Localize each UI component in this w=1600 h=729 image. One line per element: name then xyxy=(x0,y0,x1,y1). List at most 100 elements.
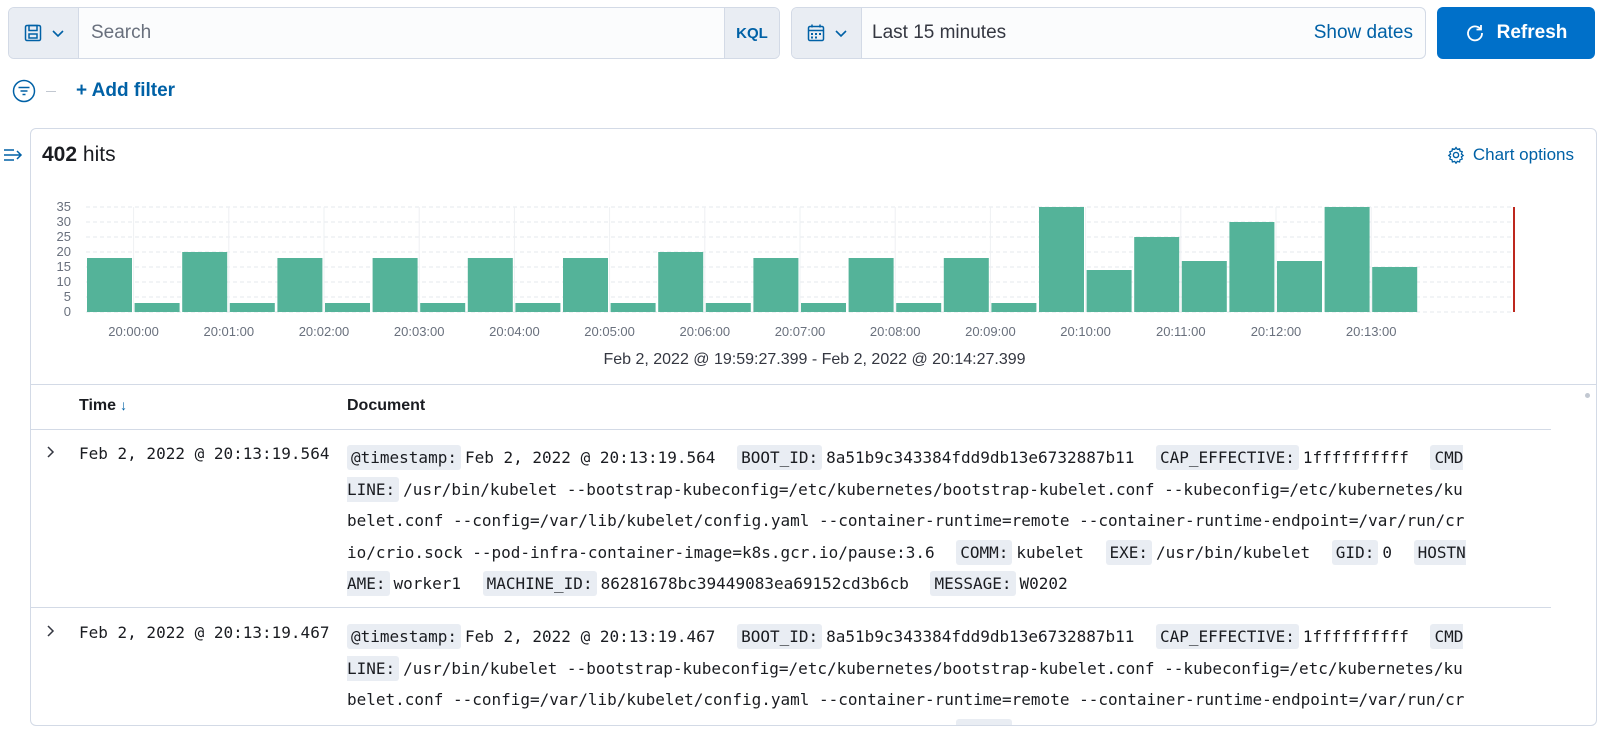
table-header: Time ↓ Document xyxy=(31,384,1551,430)
column-header-time[interactable]: Time ↓ xyxy=(79,397,127,415)
filter-icon[interactable] xyxy=(12,79,36,103)
refresh-icon xyxy=(1466,25,1483,42)
field-value: /usr/bin/kubelet --bootstrap-kubeconfig=… xyxy=(347,658,1465,726)
column-header-document: Document xyxy=(347,397,426,414)
histogram-bar xyxy=(87,258,132,312)
filter-divider xyxy=(46,90,56,92)
add-filter-button[interactable]: + Add filter xyxy=(76,80,176,101)
chart-options-button[interactable]: Chart options xyxy=(1447,145,1574,165)
document-field: CAP_EFFECTIVE: 1ffffffffff xyxy=(1156,624,1409,649)
expand-row-icon[interactable] xyxy=(43,444,59,460)
histogram-bar xyxy=(1039,207,1084,312)
time-range-display[interactable]: Last 15 minutes xyxy=(872,22,1007,43)
histogram-bar xyxy=(515,303,561,312)
document-field: GID: 0 xyxy=(1331,539,1392,565)
results-panel: 402 hits Chart options 0 5 10 15 20 25 30 35 20:… xyxy=(30,128,1597,726)
expand-row-icon[interactable] xyxy=(43,623,59,639)
hits-count: 402 xyxy=(42,143,78,166)
hits-label: hits xyxy=(82,143,116,166)
x-tick-label: 20:10:00 xyxy=(1060,324,1111,339)
filter-bar: + Add filter xyxy=(12,76,175,106)
histogram-bar xyxy=(753,258,799,312)
calendar-icon xyxy=(807,24,824,42)
x-tick-label: 20:00:00 xyxy=(108,324,159,339)
x-tick-label: 20:13:00 xyxy=(1346,324,1397,339)
gear-icon xyxy=(1447,146,1465,164)
time-picker: Last 15 minutes Show dates xyxy=(791,7,1426,59)
field-value: 8a51b9c343384fdd9db13e6732887b11 xyxy=(826,627,1135,646)
field-key: COMM: xyxy=(956,539,1013,565)
y-tick-label: 0 xyxy=(64,304,71,319)
field-value: Feb 2, 2022 @ 20:13:19.467 xyxy=(464,627,716,646)
show-dates-link[interactable]: Show dates xyxy=(1313,22,1413,43)
row-timestamp: Feb 2, 2022 @ 20:13:19.564 xyxy=(79,444,330,463)
histogram-bar xyxy=(896,303,942,312)
histogram-bar xyxy=(563,258,608,312)
field-key: MESSAGE: xyxy=(930,571,1016,596)
y-tick-label: 5 xyxy=(64,289,71,304)
field-value: worker1 xyxy=(393,574,461,593)
field-value: 86281678bc39449083ea69152cd3b6cb xyxy=(600,574,909,593)
histogram-bar xyxy=(134,303,180,312)
field-key: MACHINE_ID: xyxy=(482,571,597,596)
histogram-bar xyxy=(1229,222,1275,312)
x-tick-label: 20:06:00 xyxy=(679,324,730,339)
histogram-time-range: Feb 2, 2022 @ 19:59:27.399 - Feb 2, 2022… xyxy=(603,351,1026,368)
x-tick-label: 20:02:00 xyxy=(299,324,350,339)
quick-date-menu-button[interactable] xyxy=(792,8,862,58)
field-value: 0 xyxy=(1382,542,1392,562)
document-field: COMM:kubelet xyxy=(956,718,1084,726)
chart-options-label: Chart options xyxy=(1472,145,1574,164)
histogram-bar xyxy=(1181,261,1227,312)
histogram-bar xyxy=(229,303,275,312)
chevron-down-icon xyxy=(834,30,847,38)
histogram-bar xyxy=(1324,207,1370,312)
y-tick-label: 35 xyxy=(57,199,71,214)
histogram-bar xyxy=(848,258,894,312)
field-key: EXE: xyxy=(1105,539,1153,565)
field-key: CAP_EFFECTIVE: xyxy=(1156,624,1299,649)
field-value: /usr/bin/kubelet xyxy=(1156,542,1311,562)
refresh-button[interactable]: Refresh xyxy=(1437,7,1595,59)
y-tick-label: 25 xyxy=(57,229,71,244)
field-key: BOOT_ID: xyxy=(737,624,823,649)
document-field: EXE:/usr/bin/kubelet xyxy=(1105,539,1311,565)
search-input[interactable] xyxy=(79,8,724,58)
field-key: GID: xyxy=(1331,539,1379,565)
histogram-bar xyxy=(1134,237,1180,312)
x-tick-label: 20:05:00 xyxy=(584,324,635,339)
histogram-bar xyxy=(705,303,751,312)
field-key: BOOT_ID: xyxy=(737,445,823,470)
histogram-bar xyxy=(467,258,513,312)
field-key: COMM: xyxy=(956,718,1013,725)
field-value: 1ffffffffff xyxy=(1302,448,1409,467)
field-value: W0202 xyxy=(1019,574,1068,593)
field-value: kubelet xyxy=(1016,722,1083,726)
field-value: Feb 2, 2022 @ 20:13:19.564 xyxy=(464,448,716,467)
refresh-label: Refresh xyxy=(1496,22,1568,43)
histogram-bar xyxy=(658,252,704,312)
x-tick-label: 20:01:00 xyxy=(203,324,254,339)
y-tick-label: 30 xyxy=(57,214,71,229)
query-language-button[interactable]: KQL xyxy=(724,8,779,58)
save-icon xyxy=(24,24,41,42)
saved-query-button[interactable] xyxy=(9,8,79,58)
table-row: Feb 2, 2022 @ 20:13:19.564 @timestamp: Feb… xyxy=(31,430,1551,608)
y-tick-label: 10 xyxy=(57,274,71,289)
document-field: CAP_EFFECTIVE: 1ffffffffff xyxy=(1156,445,1409,470)
expand-sidebar-icon[interactable] xyxy=(2,144,24,166)
document-field: @timestamp: Feb 2, 2022 @ 20:13:19.564 xyxy=(347,445,716,470)
x-tick-label: 20:09:00 xyxy=(965,324,1016,339)
chevron-down-icon xyxy=(51,30,64,38)
field-key: @timestamp: xyxy=(347,624,461,649)
histogram-bar xyxy=(1086,270,1132,312)
document-field: BOOT_ID: 8a51b9c343384fdd9db13e6732887b11 xyxy=(737,624,1135,649)
row-document: @timestamp: Feb 2, 2022 @ 20:13:19.467 BO… xyxy=(347,621,1472,726)
field-key: @timestamp: xyxy=(347,445,461,470)
field-value: 8a51b9c343384fdd9db13e6732887b11 xyxy=(826,448,1135,467)
x-tick-label: 20:07:00 xyxy=(775,324,826,339)
x-tick-label: 20:12:00 xyxy=(1251,324,1302,339)
document-field: BOOT_ID: 8a51b9c343384fdd9db13e6732887b11 xyxy=(737,445,1135,470)
field-value: kubelet xyxy=(1016,542,1084,562)
